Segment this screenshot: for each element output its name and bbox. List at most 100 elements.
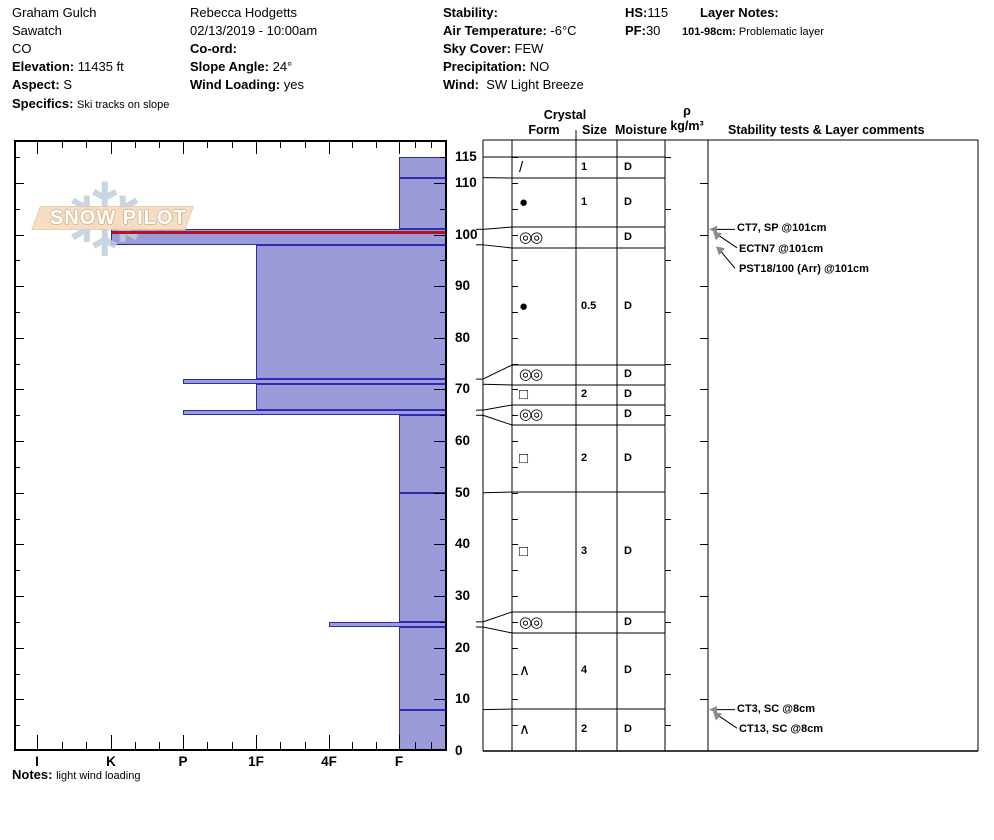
depth-tick (16, 725, 20, 727)
layer-notes-title: Layer Notes: (700, 5, 779, 20)
density-column-tick (665, 725, 671, 727)
site-state: CO (12, 41, 32, 56)
crystal-form-symbol: ◎◎ (519, 228, 543, 246)
depth-axis-label: 50 (455, 484, 471, 500)
form-column-tick (512, 518, 518, 520)
form-column-tick (512, 725, 518, 727)
depth-tick (16, 182, 24, 184)
form-column-tick (512, 699, 518, 701)
test-leader-line (716, 714, 738, 729)
density-column-tick (700, 492, 708, 494)
hardness-tick (256, 735, 257, 749)
hardness-tick (399, 735, 400, 749)
hardness-minor-tick (135, 142, 136, 148)
depth-tick (440, 621, 445, 623)
depth-axis-label: 80 (455, 329, 471, 345)
depth-axis-label: 20 (455, 639, 471, 655)
depth-tick (16, 518, 20, 520)
hardness-tick (37, 735, 38, 749)
depth-tick (16, 389, 24, 391)
depth-tick (16, 337, 24, 339)
hardness-minor-tick (431, 142, 432, 148)
hardness-minor-tick (135, 742, 136, 749)
crystal-form-symbol: ◎◎ (519, 366, 543, 383)
crystal-form-symbol: ∧ (519, 662, 530, 679)
form-column-tick (512, 596, 518, 597)
form-column-tick (512, 363, 518, 365)
form-column-tick (512, 182, 518, 184)
layer-bar-24-8cm (399, 627, 447, 710)
depth-axis-label: 100 (455, 226, 478, 242)
depth-tick (440, 673, 445, 675)
hardness-tick (256, 142, 257, 154)
site-elevation: Elevation: 11435 ft (12, 59, 124, 74)
pit-depth: PF:30 (625, 23, 661, 38)
crystal-form-symbol: □ (519, 449, 528, 467)
depth-tick (440, 518, 445, 520)
moisture-value: D (624, 545, 632, 557)
hardness-minor-tick (207, 142, 208, 148)
density-column-tick (665, 312, 671, 313)
form-column-tick (512, 415, 518, 417)
depth-axis-label: 40 (455, 536, 471, 552)
form-column-tick (512, 286, 518, 288)
site-specifics: Specifics: Ski tracks on slope (12, 96, 170, 111)
up-left-arrow-icon (713, 231, 722, 241)
depth-tick (16, 312, 20, 313)
density-column-tick (665, 673, 671, 675)
depth-tick (16, 647, 24, 649)
depth-tick (16, 596, 24, 597)
depth-axis-label: 60 (455, 433, 471, 449)
depth-tick (440, 260, 445, 262)
depth-tick (16, 441, 24, 443)
row-flare-connector (482, 244, 513, 249)
crystal-size-value: 3 (581, 545, 588, 557)
depth-tick (16, 415, 20, 417)
depth-tick (440, 725, 445, 727)
depth-tick (16, 208, 20, 210)
depth-tick (16, 492, 24, 494)
crystal-form-symbol: □ (519, 543, 528, 560)
stability-test-label: CT3, SC @8cm (737, 702, 815, 715)
depth-tick (434, 234, 445, 236)
form-column-tick (512, 466, 518, 468)
table-header-moisture: Moisture (614, 123, 668, 137)
depth-axis-label: 115 (455, 149, 477, 164)
observation-coord: Co-ord: (190, 41, 237, 56)
form-column-tick (512, 208, 518, 210)
table-header-density-units: kg/m³ (670, 119, 704, 133)
depth-tick (434, 182, 445, 184)
up-left-arrow-icon (716, 246, 725, 256)
depth-tick (440, 157, 445, 158)
form-column-tick (512, 337, 518, 339)
hardness-minor-tick (280, 742, 281, 749)
hardness-minor-tick (62, 142, 63, 148)
layer-note: 101-98cm: Problematic layer (682, 26, 824, 38)
depth-tick (434, 492, 445, 494)
moisture-value: D (624, 368, 632, 380)
depth-tick (16, 363, 20, 365)
density-column-tick (665, 157, 671, 158)
depth-tick (16, 234, 24, 236)
depth-tick (16, 466, 20, 468)
moisture-value: D (624, 299, 632, 312)
row-flare-connector (482, 611, 513, 623)
layer-bar-50-25cm (399, 492, 447, 622)
crystal-form-symbol: ● (519, 297, 528, 315)
depth-tick (434, 389, 445, 391)
weather-stability: Stability: (443, 5, 498, 20)
crystal-size-value: 0.5 (581, 299, 597, 312)
stability-test-label: ECTN7 @101cm (739, 242, 824, 255)
depth-tick (434, 699, 445, 701)
table-header-crystal: Crystal (543, 108, 587, 122)
test-leader-line (716, 233, 738, 249)
hardness-minor-tick (376, 142, 377, 148)
depth-tick (434, 337, 445, 339)
density-column-tick (665, 621, 671, 623)
hardness-minor-tick (207, 742, 208, 749)
hardness-minor-tick (415, 742, 416, 749)
depth-axis-label: 70 (455, 381, 471, 397)
table-header-stability: Stability tests & Layer comments (728, 123, 925, 137)
hardness-tick (183, 142, 184, 154)
